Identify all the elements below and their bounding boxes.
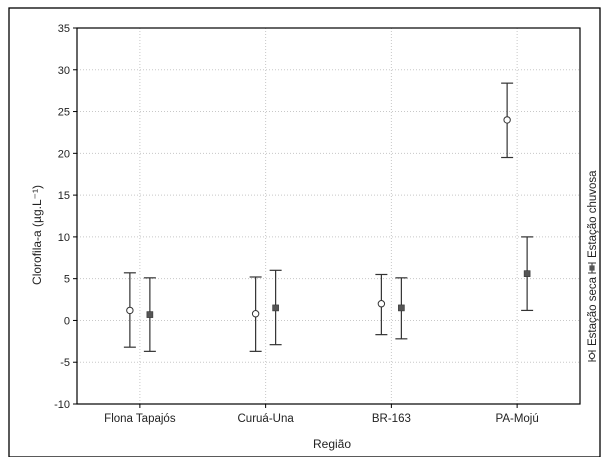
x-axis: Flona Tapajós Curuá-Una BR-163 PA-Mojú: [104, 404, 539, 425]
grid: [77, 28, 580, 404]
data-point: [398, 304, 405, 312]
x-axis-label: Região: [313, 437, 351, 451]
data-point: [503, 116, 511, 124]
x-tick-label: Flona Tapajós: [104, 413, 176, 425]
y-axis-label: Clorofila-a (µg.L⁻¹): [30, 185, 44, 285]
plot-area: [76, 27, 581, 405]
y-tick-label: 10: [58, 232, 70, 244]
legend-item: Estação seca: [587, 276, 599, 362]
y-tick-label: -5: [60, 357, 70, 369]
legend-label: Estação chuvosa: [587, 170, 599, 258]
y-tick-label: -10: [54, 399, 70, 411]
legend-icon-marker: [589, 265, 595, 271]
data-point: [523, 270, 531, 277]
y-tick-label: 35: [58, 23, 70, 35]
y-tick-label: 5: [64, 274, 70, 286]
legend-item: Estação chuvosa: [587, 170, 599, 274]
data-point: [126, 306, 134, 315]
legend-label: Estação seca: [587, 276, 599, 346]
x-tick-label: BR-163: [372, 413, 411, 425]
data-point: [146, 311, 154, 318]
legend-icon-marker: [588, 352, 596, 360]
legend: Estação seca Estação chuvosa: [587, 170, 599, 362]
x-tick-label: PA-Mojú: [496, 413, 539, 425]
y-tick-label: 25: [58, 107, 70, 119]
figure-border: [8, 7, 601, 458]
y-tick-label: 20: [58, 148, 70, 160]
data-point: [272, 304, 279, 312]
y-tick-label: 30: [58, 65, 70, 77]
chart-marks: [123, 82, 534, 352]
y-tick-label: 0: [64, 315, 70, 327]
y-axis: -10 -5 0 5 10 15 20 25 30 35: [54, 23, 77, 411]
data-point: [377, 300, 386, 308]
x-tick-label: Curuá-Una: [238, 413, 295, 425]
y-tick-label: 15: [58, 190, 70, 202]
data-point: [251, 310, 260, 318]
